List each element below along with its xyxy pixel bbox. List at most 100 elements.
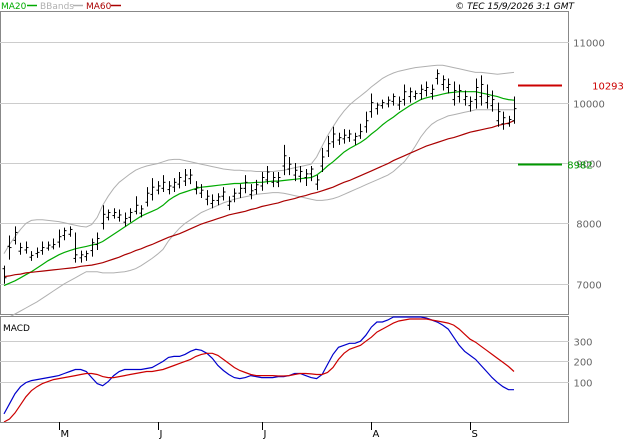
price-bar: [101, 205, 106, 230]
macd-y-axis: 100 200 300: [573, 338, 592, 390]
x-tick-label: J: [263, 429, 267, 440]
price-bar: [62, 227, 67, 241]
legend-bbands: BBands: [40, 2, 74, 12]
macd-title: MACD: [3, 324, 30, 334]
price-bar: [112, 208, 117, 219]
price-bar: [413, 90, 418, 100]
price-bar: [106, 209, 111, 221]
price-bar: [29, 251, 34, 261]
x-tick-label: J: [159, 429, 163, 440]
price-y-tick-label: 9000: [576, 160, 601, 171]
macd-y-tick-label: 200: [573, 358, 592, 369]
price-bar: [227, 196, 232, 211]
price-bar: [490, 90, 495, 112]
series-line-ma20: [3, 91, 515, 287]
macd-series-signal: [3, 318, 515, 423]
price-bar: [430, 84, 435, 100]
price-bar: [249, 184, 254, 200]
price-bar: [46, 241, 51, 251]
level-annotations: 10293 8982: [518, 82, 624, 172]
price-bar: [309, 166, 314, 182]
price-bar: [276, 172, 281, 188]
macd-y-tick-label: 100: [573, 379, 592, 390]
price-y-tick-label: 10000: [573, 100, 605, 111]
level-label: 8982: [567, 161, 592, 172]
price-bar: [205, 190, 210, 206]
price-bar: [457, 84, 462, 103]
price-bar: [73, 232, 78, 263]
price-bar: [441, 75, 446, 91]
price-bar: [18, 242, 23, 255]
price-bar: [271, 172, 276, 188]
x-tick-label: A: [373, 429, 380, 440]
price-bar: [117, 209, 122, 222]
price-bar: [424, 81, 429, 97]
price-bar: [419, 84, 424, 100]
price-bar: [13, 226, 18, 245]
price-bar: [2, 265, 7, 284]
price-bar: [485, 84, 490, 109]
price-bar: [298, 166, 303, 183]
price-bar: [84, 250, 89, 261]
price-bar: [177, 172, 182, 189]
price-bar: [369, 93, 374, 118]
price-bar: [79, 250, 84, 263]
price-bar: [353, 132, 358, 145]
price-bar: [391, 93, 396, 106]
price-bar: [128, 208, 133, 223]
series-line-bbands-lower: [3, 109, 514, 321]
price-bar: [167, 181, 172, 195]
legend-ma20: MA20: [1, 2, 27, 12]
price-bar: [397, 96, 402, 110]
price-bar: [254, 179, 259, 195]
price-bar: [287, 156, 292, 176]
price-bar: [474, 78, 479, 109]
price-bar: [304, 169, 309, 186]
price-bar: [507, 115, 512, 127]
price-bar: [331, 126, 336, 148]
price-bar: [221, 187, 226, 201]
price-bar: [358, 123, 363, 139]
price-bar: [216, 193, 221, 206]
price-bar: [347, 129, 352, 142]
legend-ma60: MA60: [86, 2, 112, 12]
price-bar: [386, 96, 391, 108]
price-y-tick-label: 11000: [573, 39, 605, 50]
price-bar: [326, 135, 331, 157]
series-line-bbands-upper: [3, 64, 515, 254]
price-bar: [479, 75, 484, 106]
price-bar: [408, 87, 413, 103]
price-bar: [342, 129, 347, 144]
price-bar: [380, 99, 385, 109]
price-bar: [183, 169, 188, 186]
price-bar: [35, 247, 40, 258]
price-bar: [293, 163, 298, 182]
price-bar: [188, 169, 193, 185]
price-bar: [57, 229, 62, 248]
series-line-ma60: [3, 120, 515, 278]
price-bar: [364, 111, 369, 133]
price-bar: [435, 69, 440, 85]
price-bar: [95, 232, 100, 250]
price-bar: [265, 166, 270, 185]
price-gridlines: [0, 42, 569, 285]
price-bar: [232, 188, 237, 203]
price-bar: [145, 187, 150, 207]
price-panel: 7000 8000 9000 10000 11000 10293 8982: [0, 11, 624, 321]
price-bar: [375, 102, 380, 115]
macd-panel: 100 200 300 MACD: [0, 316, 593, 423]
price-bar: [282, 144, 287, 176]
price-bar: [496, 102, 501, 127]
x-tick-label: M: [61, 429, 70, 440]
price-y-tick-label: 8000: [576, 220, 601, 231]
price-bar: [260, 172, 265, 191]
price-bar: [7, 235, 12, 260]
copyright-label: © TEC 15/9/2026 3:1 GMT: [455, 2, 575, 12]
price-bar: [40, 241, 45, 255]
price-bar: [452, 81, 457, 106]
macd-y-tick-label: 300: [573, 338, 592, 349]
macd-panel-frame: [0, 316, 569, 423]
level-label: 10293: [592, 82, 624, 93]
